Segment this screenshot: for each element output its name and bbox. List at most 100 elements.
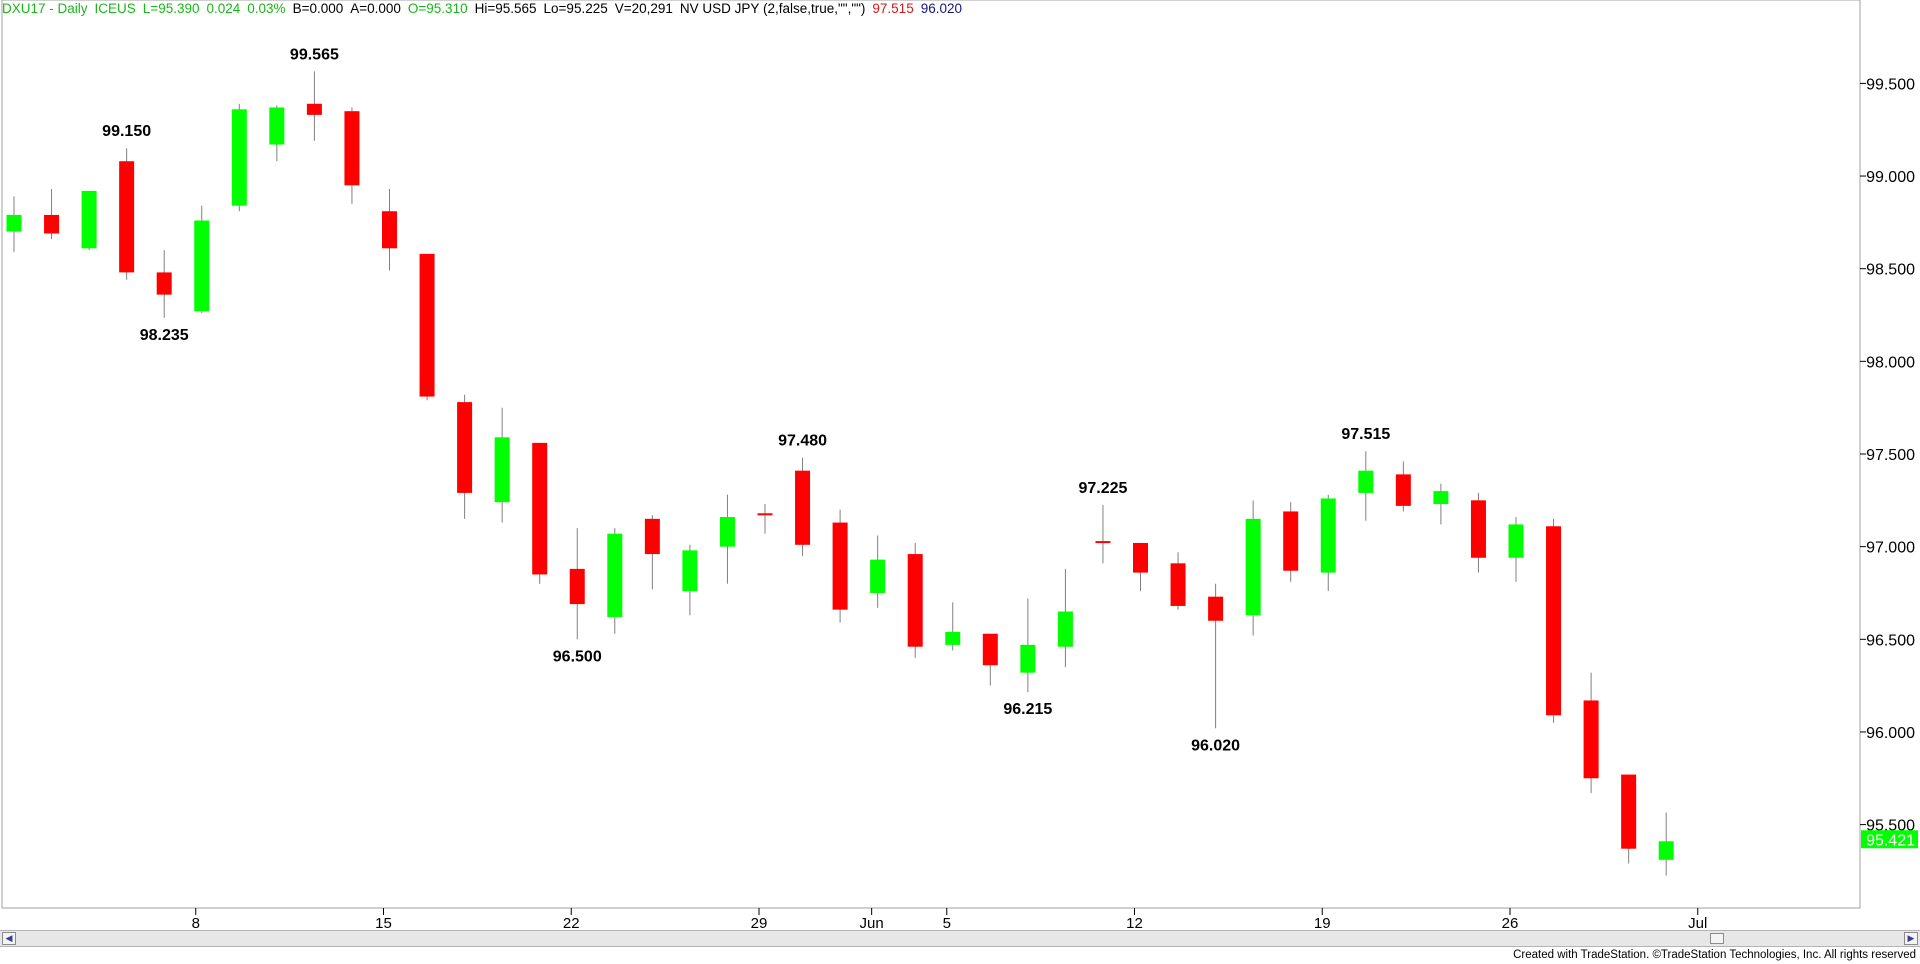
candle bbox=[719, 494, 735, 584]
candle-body bbox=[1020, 644, 1036, 673]
candle bbox=[1508, 517, 1524, 582]
copyright-footer: Created with TradeStation. ©TradeStation… bbox=[1513, 949, 1916, 961]
candle bbox=[607, 528, 623, 634]
y-tick-label: 96.500 bbox=[1866, 632, 1915, 649]
y-tick-label: 97.000 bbox=[1866, 540, 1915, 557]
candle-body bbox=[382, 211, 397, 249]
candle-body bbox=[1508, 524, 1524, 558]
horizontal-scrollbar[interactable]: ◀ ▶ bbox=[0, 930, 1920, 947]
annotation-label: 99.565 bbox=[290, 46, 339, 63]
candle-body bbox=[1170, 563, 1186, 606]
candlestick-series[interactable] bbox=[6, 71, 1674, 876]
candle-body bbox=[306, 103, 322, 115]
bid-label: B=0.000 bbox=[292, 1, 344, 16]
candle-body bbox=[44, 214, 60, 234]
y-tick-label: 99.000 bbox=[1866, 169, 1915, 186]
chart-header: DXU17 - Daily ICEUS L=95.390 0.024 0.03% B=0.… bbox=[2, 1, 969, 19]
candle bbox=[907, 542, 923, 658]
candle-body bbox=[682, 550, 698, 592]
candle-body bbox=[719, 517, 735, 547]
candle bbox=[1358, 451, 1374, 521]
candle bbox=[757, 504, 773, 534]
candle bbox=[569, 528, 585, 640]
scroll-left-arrow-icon[interactable]: ◀ bbox=[2, 932, 16, 945]
candle bbox=[795, 457, 811, 556]
candle bbox=[644, 515, 660, 590]
candle-body bbox=[795, 470, 811, 545]
low-label: Lo=95.225 bbox=[543, 1, 608, 16]
symbol-label: DXU17 - Daily bbox=[2, 1, 88, 16]
x-tick-label: 5 bbox=[943, 915, 951, 930]
candle bbox=[945, 602, 961, 651]
high-label: Hi=95.565 bbox=[474, 1, 537, 16]
open-label: O=95.310 bbox=[407, 1, 468, 16]
candle bbox=[419, 253, 435, 401]
x-tick-label: 8 bbox=[192, 915, 200, 930]
annotation-label: 98.235 bbox=[140, 327, 189, 344]
candle bbox=[81, 190, 97, 251]
candle-body bbox=[1621, 774, 1637, 849]
candle bbox=[1133, 542, 1148, 592]
candle-body bbox=[1470, 500, 1486, 558]
candle-body bbox=[982, 633, 998, 666]
candle bbox=[1395, 461, 1411, 512]
exchange-label: ICEUS bbox=[94, 1, 136, 16]
candle bbox=[1621, 774, 1637, 864]
y-tick-label: 99.500 bbox=[1866, 76, 1915, 93]
candle bbox=[1057, 568, 1073, 668]
candle-body bbox=[1283, 511, 1299, 571]
last-price-label: L=95.390 bbox=[142, 1, 200, 16]
candle bbox=[156, 250, 172, 318]
indicator-label: NV USD JPY (2,false,true,"","") bbox=[679, 1, 866, 16]
candle bbox=[1433, 483, 1449, 525]
candle bbox=[494, 407, 510, 523]
candle-body bbox=[1133, 542, 1148, 573]
candle-body bbox=[757, 513, 773, 516]
price-axis: 95.50096.00096.50097.00097.50098.00098.5… bbox=[1860, 76, 1918, 849]
scrollbar-thumb[interactable] bbox=[1710, 933, 1724, 944]
candle bbox=[1658, 812, 1674, 876]
candle bbox=[982, 633, 998, 686]
scroll-right-arrow-icon[interactable]: ▶ bbox=[1904, 932, 1918, 945]
candle-body bbox=[569, 568, 585, 605]
candle bbox=[269, 105, 285, 162]
candle bbox=[1546, 518, 1562, 723]
x-tick-label: 29 bbox=[751, 915, 768, 930]
y-tick-label: 96.000 bbox=[1866, 725, 1915, 742]
candle bbox=[1320, 494, 1336, 592]
candle-body bbox=[1057, 611, 1073, 647]
plot-border bbox=[1, 0, 1861, 909]
candle-body bbox=[607, 533, 623, 618]
candle-body bbox=[1245, 518, 1261, 616]
x-tick-label: 26 bbox=[1502, 915, 1519, 930]
x-tick-label: Jun bbox=[860, 915, 884, 930]
candle-body bbox=[1546, 526, 1562, 716]
y-tick-label: 98.500 bbox=[1866, 262, 1915, 279]
candle-body bbox=[231, 109, 247, 206]
candle-body bbox=[269, 107, 285, 145]
annotation-label: 96.215 bbox=[1003, 701, 1052, 718]
candle bbox=[832, 509, 848, 623]
annotation-label: 97.225 bbox=[1078, 480, 1127, 497]
candle bbox=[44, 189, 60, 240]
last-price-value: 95.421 bbox=[1866, 832, 1915, 849]
x-tick-label: Jul bbox=[1688, 915, 1707, 930]
candle bbox=[1470, 492, 1486, 573]
y-tick-label: 98.000 bbox=[1866, 354, 1915, 371]
candle-body bbox=[344, 111, 360, 186]
annotation-label: 96.020 bbox=[1191, 737, 1240, 754]
swing-annotations: 99.150 98.235 99.565 96.500 97.480 96.215 97.2… bbox=[102, 46, 1390, 754]
candle-body bbox=[644, 518, 660, 555]
candle bbox=[1208, 583, 1224, 729]
x-tick-label: 12 bbox=[1126, 915, 1143, 930]
annotation-label: 97.515 bbox=[1341, 426, 1390, 443]
price-chart[interactable]: 99.150 98.235 99.565 96.500 97.480 96.215 97.2… bbox=[0, 0, 1920, 930]
annotation-label: 99.150 bbox=[102, 123, 151, 140]
annotation-label: 96.500 bbox=[553, 648, 602, 665]
candle bbox=[870, 535, 886, 608]
candle bbox=[382, 189, 397, 271]
candle-body bbox=[1320, 498, 1336, 573]
indicator-high-label: 97.515 bbox=[872, 1, 914, 16]
candle-body bbox=[419, 253, 435, 397]
candle-body bbox=[870, 559, 886, 593]
